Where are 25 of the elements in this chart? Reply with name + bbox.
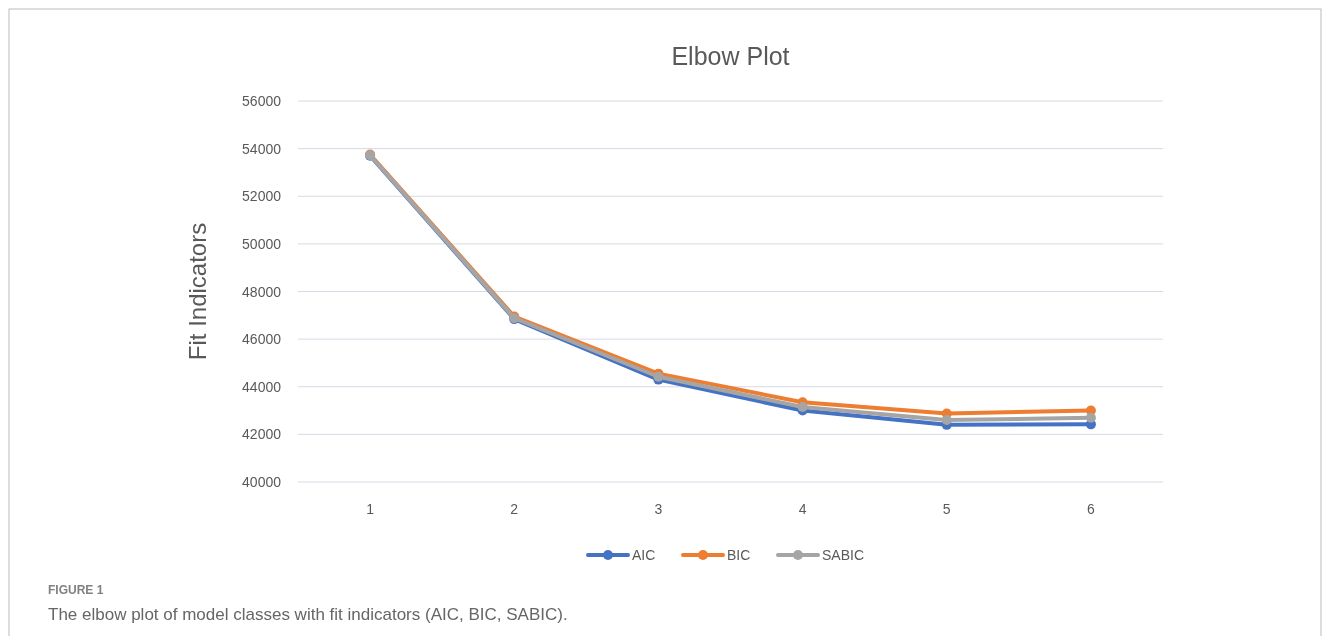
text: The elbow plot of model classes with fit indicators (AIC, BIC, SABIC). [48, 605, 568, 624]
legend-label: AIC [632, 547, 656, 563]
y-tick-label: 46000 [242, 331, 282, 348]
x-tick-label: 4 [798, 501, 807, 517]
legend-label: BIC [727, 547, 751, 563]
y-tick-label: 42000 [242, 426, 282, 443]
x-tick-label: 6 [1087, 501, 1096, 517]
y-tick-label: 44000 [242, 378, 282, 395]
y-tick-label: 54000 [242, 140, 282, 157]
caption: FIGURE 1 [48, 583, 104, 597]
point [1085, 412, 1096, 423]
y-tick-label: 56000 [242, 93, 282, 109]
x-tick-label: 2 [510, 501, 519, 517]
y-tick-label: 50000 [242, 235, 282, 252]
point [941, 415, 952, 426]
chart-title: Elbow Plot [671, 42, 790, 70]
y-axis-title: Fit Indicators [184, 222, 211, 361]
y-tick-label: 40000 [242, 474, 282, 490]
y-tick-label: 52000 [242, 188, 282, 205]
point [797, 401, 808, 412]
x-tick-label: 5 [942, 501, 951, 517]
y-tick-label: 48000 [242, 283, 282, 300]
x-tick-label: 1 [366, 501, 375, 517]
legend-label: SABIC [822, 547, 865, 563]
x-tick-label: 3 [654, 501, 663, 517]
